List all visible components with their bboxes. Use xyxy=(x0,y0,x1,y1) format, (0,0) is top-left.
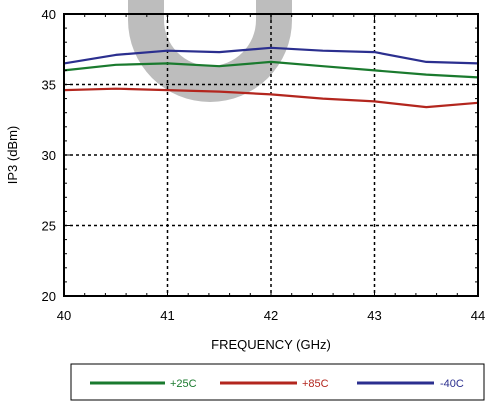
grid-lines xyxy=(64,14,478,296)
x-tick-label: 41 xyxy=(160,308,174,323)
legend-label-0: +25C xyxy=(170,378,197,390)
y-tick-label: 40 xyxy=(42,7,56,22)
y-tick-label: 20 xyxy=(42,289,56,304)
axis-ticks xyxy=(63,13,479,297)
series-line-2 xyxy=(63,46,479,65)
x-tick-label: 40 xyxy=(57,308,71,323)
y-tick-label: 25 xyxy=(42,219,56,234)
watermark-logo xyxy=(128,0,292,102)
series-layer xyxy=(63,46,479,109)
x-tick-label: 43 xyxy=(367,308,381,323)
legend: +25C +85C -40C xyxy=(70,363,485,401)
series-line-0 xyxy=(63,60,479,79)
legend-label-1: +85C xyxy=(302,378,329,390)
series-line-1 xyxy=(63,87,479,109)
y-tick-label: 30 xyxy=(42,148,56,163)
y-tick-label: 35 xyxy=(42,78,56,93)
x-tick-labels: 40 41 42 43 44 xyxy=(57,308,485,323)
y-tick-labels: 20 25 30 35 40 xyxy=(42,7,56,304)
legend-label-2: -40C xyxy=(440,378,464,390)
x-tick-label: 44 xyxy=(471,308,485,323)
y-axis-title: IP3 (dBm) xyxy=(5,126,20,185)
x-tick-label: 42 xyxy=(264,308,278,323)
x-axis-title: FREQUENCY (GHz) xyxy=(211,337,331,352)
